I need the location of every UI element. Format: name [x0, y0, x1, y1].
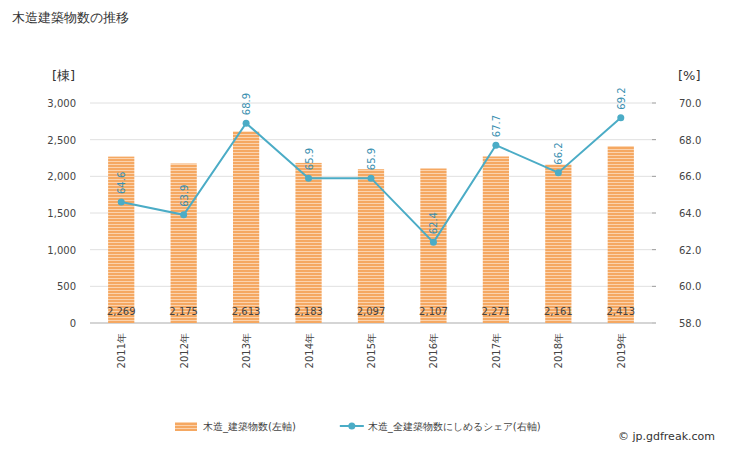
marker: [180, 211, 187, 218]
legend-swatch: [175, 422, 197, 431]
marker: [555, 169, 562, 176]
grid-line: [90, 139, 652, 140]
data-label: 2,107: [419, 306, 448, 317]
legend-swatch: [348, 423, 355, 430]
data-label: 2,613: [232, 306, 261, 317]
bar: [545, 165, 571, 323]
y-tick-label: 500: [57, 281, 76, 292]
labels: 2,269 2,175 2,613 2,183 2,097 2,107 2,271 2,161…: [107, 87, 635, 317]
y2-tick: [652, 139, 656, 140]
y-tick-label: 2,000: [47, 171, 76, 182]
y2-tick-label: 66.0: [679, 171, 701, 182]
bar: [233, 131, 259, 323]
x-tick-label: 2011年: [116, 333, 127, 368]
data-label: 2,269: [107, 306, 136, 317]
legend-item: 木造_全建築物数にしめるシェア(右軸): [340, 421, 541, 433]
y-label: [棟]: [52, 68, 75, 83]
data-label: 2,413: [606, 306, 635, 317]
legend-label: 木造_建築物数(左軸): [203, 421, 296, 433]
y-tick-label: 2,500: [47, 135, 76, 146]
data-label: 2,271: [482, 306, 511, 317]
bar: [358, 169, 384, 323]
data-label: 65.9: [304, 148, 315, 170]
marker: [243, 120, 250, 127]
y-tick-label: 1,500: [47, 208, 76, 219]
data-label: 69.2: [616, 87, 627, 109]
x-tick-label: 2018年: [553, 333, 564, 368]
data-label: 65.9: [366, 148, 377, 170]
y2-tick: [652, 213, 656, 214]
y2-tick-label: 60.0: [679, 281, 701, 292]
y2-tick-label: 64.0: [679, 208, 701, 219]
data-label: 2,161: [544, 306, 573, 317]
line: [121, 118, 621, 243]
title: 木造建築物数の推移: [12, 10, 129, 25]
y-tick-label: 0: [70, 318, 76, 329]
marker: [617, 114, 624, 121]
marker: [305, 175, 312, 182]
data-label: 2,175: [169, 306, 198, 317]
y2-tick: [652, 323, 656, 324]
x-tick-label: 2015年: [366, 333, 377, 368]
x-tick-label: 2014年: [304, 333, 315, 368]
bar: [483, 156, 509, 323]
marker: [492, 142, 499, 149]
data-label: 62.4: [428, 212, 439, 234]
x-tick-label: 2013年: [241, 333, 252, 368]
x-tick-label: 2017年: [491, 333, 502, 368]
marker: [118, 199, 125, 206]
y2-tick-label: 58.0: [679, 318, 701, 329]
y2-tick: [652, 103, 656, 104]
legend-label: 木造_全建築物数にしめるシェア(右軸): [368, 421, 541, 433]
data-label: 64.6: [116, 172, 127, 194]
data-label: 2,183: [294, 306, 323, 317]
y2-label: [%]: [678, 68, 701, 83]
data-label: 66.2: [553, 142, 564, 164]
x-tick-label: 2019年: [616, 333, 627, 368]
y2-tick-label: 68.0: [679, 135, 701, 146]
plot-area: [108, 114, 634, 323]
bar: [171, 164, 197, 324]
data-label: 67.7: [491, 115, 502, 137]
y2-tick-label: 70.0: [679, 98, 701, 109]
bar: [420, 168, 446, 323]
source: © jp.gdfreak.com: [618, 430, 715, 443]
y-tick-label: 1,000: [47, 245, 76, 256]
grid-line: [90, 103, 652, 104]
x-tick-label: 2012年: [179, 333, 190, 368]
data-label: 68.9: [241, 93, 252, 115]
bar: [108, 157, 134, 323]
data-label: 2,097: [357, 306, 386, 317]
data-label: 63.9: [179, 185, 190, 207]
marker: [368, 175, 375, 182]
x-tick-label: 2016年: [428, 333, 439, 368]
y-tick-label: 3,000: [47, 98, 76, 109]
bar: [295, 163, 321, 323]
y2-tick-label: 62.0: [679, 245, 701, 256]
bar: [608, 146, 634, 323]
marker: [430, 239, 437, 246]
y2-tick: [652, 249, 656, 250]
y2-tick: [652, 286, 656, 287]
legend-item: 木造_建築物数(左軸): [175, 421, 296, 433]
y2-tick: [652, 176, 656, 177]
